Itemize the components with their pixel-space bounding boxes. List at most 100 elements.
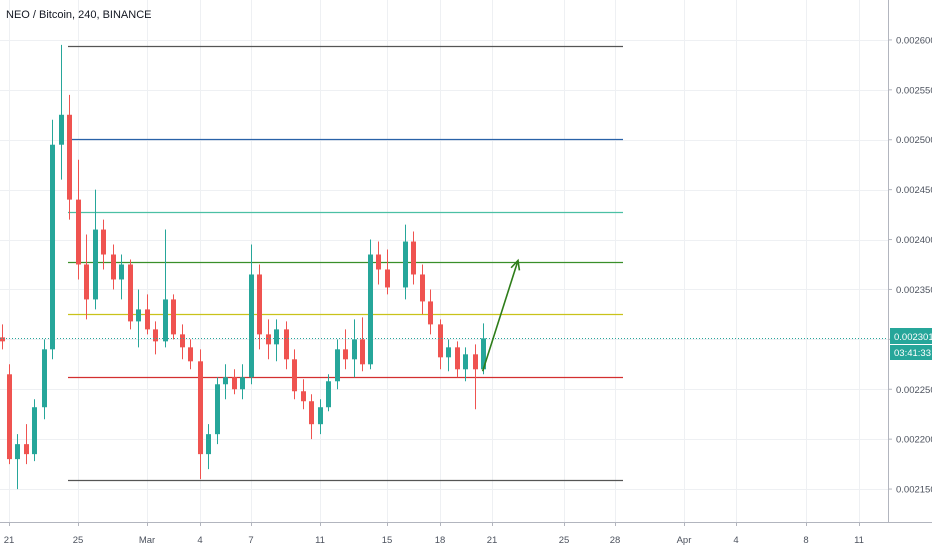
last-price-badge: 0.002301 03:41:33 (890, 328, 932, 360)
candle (24, 424, 29, 465)
price-tick-label: 0.002150 (896, 485, 932, 496)
candles (0, 44, 486, 490)
time-tick-label: 11 (854, 535, 864, 546)
candle (473, 344, 478, 410)
candle-body (368, 254, 373, 365)
candle (284, 321, 289, 370)
candle (111, 244, 116, 290)
candle (136, 289, 141, 348)
candle (385, 249, 390, 295)
candle-body (309, 401, 314, 425)
candle (128, 259, 133, 330)
candle (188, 339, 193, 370)
time-axis[interactable]: 21 25 Mar 4 7 11 15 18 21 25 28 Apr 4 8 11 (4, 522, 864, 546)
candle-body (119, 264, 124, 280)
candle (59, 44, 64, 180)
price-axis[interactable]: 0.0021500.0022000.0022500.0023000.002350… (888, 35, 932, 496)
candle-body (240, 377, 245, 390)
candle (0, 324, 5, 350)
candle-body (171, 299, 176, 335)
candle (411, 231, 416, 285)
candle-body (188, 347, 193, 362)
candle (463, 347, 468, 382)
candle-body (145, 309, 150, 330)
candle-body (128, 264, 133, 322)
time-tick-label: 4 (197, 535, 202, 546)
time-tick-label: 4 (733, 535, 738, 546)
candle (171, 294, 176, 340)
candle-body (385, 269, 390, 288)
candle-body (32, 407, 37, 455)
candle (481, 323, 486, 375)
candle (50, 119, 55, 360)
candle-body (463, 354, 468, 370)
candle-body (274, 329, 279, 345)
candle-body (215, 384, 220, 435)
candle-body (206, 434, 211, 455)
candle (163, 229, 168, 348)
candle (240, 364, 245, 400)
candle-body (446, 347, 451, 358)
candle (215, 377, 220, 445)
candle-body (376, 254, 381, 270)
candle-body (59, 114, 64, 145)
candle (93, 189, 98, 310)
candle-body (153, 329, 158, 342)
time-tick-label: 7 (248, 535, 253, 546)
price-tick-label: 0.002250 (896, 385, 932, 396)
candle-body (67, 114, 72, 200)
candle (446, 339, 451, 372)
time-tick-label: 25 (559, 535, 570, 546)
price-tick-label: 0.002600 (896, 35, 932, 46)
candle (376, 241, 381, 285)
candle-body (42, 349, 47, 408)
candle (84, 234, 89, 320)
candle (119, 254, 124, 300)
candle-body (403, 241, 408, 288)
candle-body (232, 377, 237, 390)
candle (455, 341, 460, 378)
candle-body (101, 229, 106, 255)
candle (15, 434, 20, 490)
candle-body (249, 274, 254, 378)
candle-body (111, 254, 116, 280)
candle (420, 264, 425, 315)
candle (335, 339, 340, 390)
chart-title: NEO / Bitcoin, 240, BINANCE (6, 9, 152, 21)
candle (352, 319, 357, 378)
candle (343, 329, 348, 370)
price-tick-label: 0.002200 (896, 435, 932, 446)
candle-body (198, 361, 203, 455)
candle (318, 399, 323, 435)
time-tick-label: 21 (4, 535, 15, 546)
candle (42, 339, 47, 420)
candle-body (335, 349, 340, 382)
candle-body (360, 339, 365, 365)
price-tick-label: 0.002550 (896, 85, 932, 96)
candle-body (420, 274, 425, 302)
time-tick-label: 18 (435, 535, 446, 546)
candle-body (301, 391, 306, 402)
candle-body (84, 264, 89, 300)
candle-body (76, 199, 81, 265)
candle-body (411, 241, 416, 275)
candle-body (318, 407, 323, 425)
candle-body (481, 338, 486, 370)
price-tick-label: 0.002400 (896, 235, 932, 246)
candle-body (438, 324, 443, 358)
arrow-head (510, 258, 521, 271)
candle-body (428, 301, 433, 325)
candle (180, 324, 185, 360)
arrow-shaft (481, 260, 519, 372)
time-tick-label: 21 (487, 535, 498, 546)
price-tick-label: 0.002500 (896, 135, 932, 146)
horizontal-levels (68, 45, 623, 482)
price-tick-label: 0.002350 (896, 285, 932, 296)
candle-body (24, 444, 29, 455)
candle-body (7, 374, 12, 460)
candle-body (284, 329, 289, 360)
candle (198, 349, 203, 480)
candle (360, 317, 365, 372)
